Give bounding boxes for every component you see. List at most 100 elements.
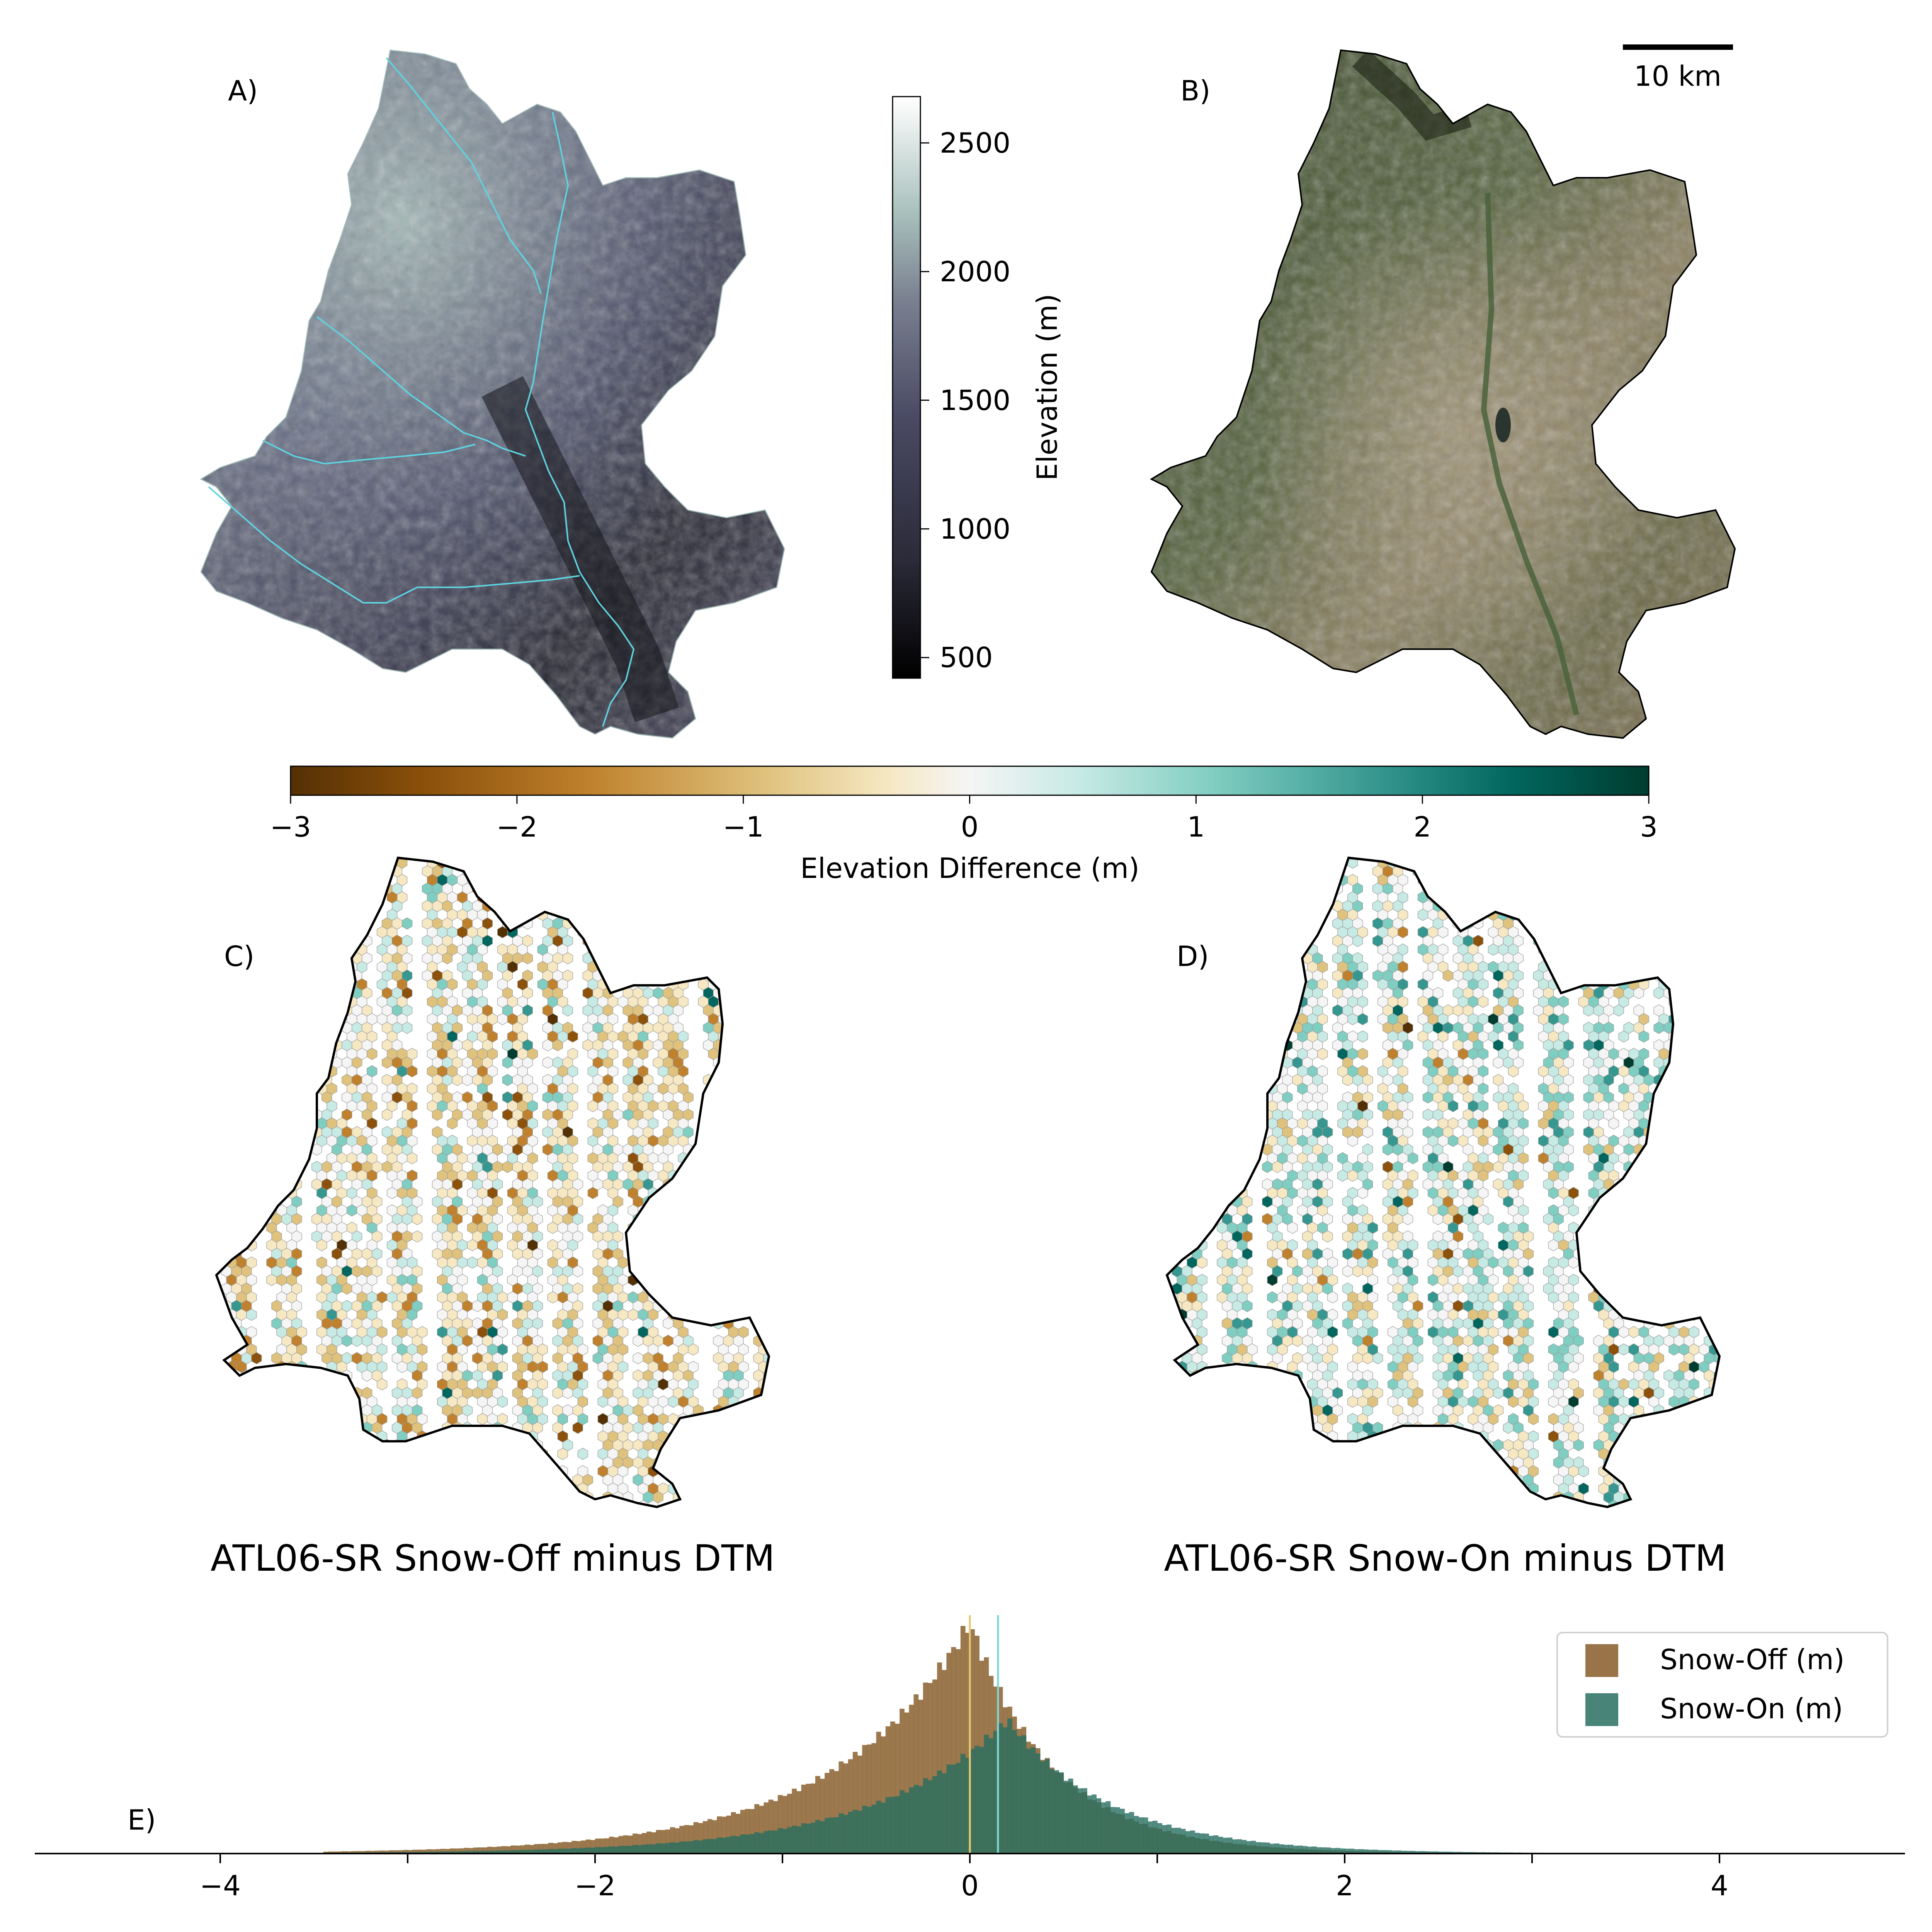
hexbin-cell bbox=[1222, 865, 1233, 878]
hexbin-cell bbox=[1658, 1152, 1669, 1165]
hexbin-cell bbox=[1272, 917, 1283, 930]
hexbin-cell bbox=[311, 1022, 322, 1034]
hexbin-cell bbox=[402, 1456, 413, 1469]
hexbin-cell bbox=[1653, 865, 1664, 878]
hexbin-cell bbox=[231, 1178, 242, 1190]
hexbin-cell bbox=[352, 900, 362, 912]
hexbin-cell bbox=[442, 952, 453, 964]
hexbin-cell bbox=[1187, 1187, 1197, 1199]
hexbin-cell bbox=[743, 1056, 754, 1069]
hexbin-cell bbox=[753, 858, 764, 860]
hexbin-cell bbox=[768, 1430, 769, 1443]
hexbin-cell bbox=[708, 1239, 719, 1252]
hexbin-cell bbox=[231, 1143, 242, 1156]
hexbin-cell bbox=[417, 1447, 428, 1460]
hexbin-cell bbox=[1227, 1100, 1238, 1112]
hexbin-cell bbox=[1548, 891, 1559, 904]
hexbin-cell bbox=[311, 900, 322, 912]
hexbin-cell bbox=[758, 1239, 769, 1252]
hexbin-cell bbox=[216, 969, 222, 982]
hexbin-cell bbox=[296, 1430, 307, 1443]
hexbin-cell bbox=[1663, 858, 1674, 860]
hexbin-cell bbox=[537, 874, 548, 886]
hexbin-cell bbox=[261, 1126, 272, 1138]
hexbin-cell bbox=[1673, 1248, 1684, 1260]
hexbin-cell bbox=[457, 1500, 468, 1507]
hexbin-cell bbox=[678, 1187, 689, 1199]
hexbin-cell bbox=[377, 1378, 388, 1391]
hexbin-cell bbox=[698, 908, 709, 921]
hexbin-cell bbox=[276, 1169, 287, 1182]
hexbin-cell bbox=[221, 1178, 232, 1190]
hexbin-cell bbox=[1432, 883, 1444, 895]
hexbin-cell bbox=[1292, 969, 1303, 982]
hexbin-cell bbox=[1714, 1196, 1719, 1208]
hexbin-cell bbox=[1668, 1065, 1679, 1078]
hexbin-cell bbox=[633, 969, 643, 982]
hexbin-cell bbox=[1222, 1161, 1233, 1173]
hexbin-cell bbox=[753, 1248, 764, 1260]
hexbin-cell bbox=[1177, 1117, 1187, 1130]
hexbin-cell bbox=[1704, 969, 1714, 982]
hexbin-cell bbox=[266, 1082, 277, 1095]
hexbin-cell bbox=[462, 1439, 473, 1451]
hexbin-cell bbox=[281, 1004, 292, 1017]
hexbin-cell bbox=[276, 1030, 287, 1043]
hexbin-cell bbox=[352, 917, 362, 930]
hexbin-cell bbox=[1172, 1074, 1182, 1086]
hexbin-cell bbox=[457, 858, 468, 869]
hexbin-cell bbox=[1177, 1239, 1187, 1252]
hexbin-cell bbox=[723, 1091, 734, 1104]
hexbin-cell bbox=[1272, 865, 1283, 878]
hexbin-cell bbox=[1618, 891, 1629, 904]
hexbin-cell bbox=[321, 1004, 332, 1017]
hexbin-cell bbox=[306, 926, 317, 939]
hexbin-cell bbox=[231, 1335, 242, 1347]
hexbin-cell bbox=[1222, 1126, 1233, 1138]
hexbin-cell bbox=[1538, 891, 1549, 904]
hexbin-cell bbox=[592, 883, 603, 895]
hexbin-cell bbox=[276, 1065, 287, 1078]
hexbin-cell bbox=[397, 1447, 408, 1460]
hexbin-cell bbox=[337, 858, 347, 869]
hexbin-cell bbox=[1222, 1178, 1233, 1190]
hexbin-cell bbox=[286, 1100, 297, 1112]
hexbin-cell bbox=[753, 987, 764, 999]
hexbin-cell bbox=[492, 865, 503, 878]
hexbin-cell bbox=[1689, 943, 1699, 956]
hexbin-cell bbox=[367, 1500, 378, 1507]
hexbin-cell bbox=[221, 865, 232, 878]
hexbin-cell bbox=[753, 1161, 764, 1173]
hexbin-cell bbox=[1167, 874, 1177, 886]
hexbin-cell bbox=[1699, 1065, 1709, 1078]
hexbin-cell bbox=[1694, 1039, 1704, 1051]
hexbin-cell bbox=[281, 1143, 292, 1156]
difference-tick-label: −2 bbox=[497, 811, 537, 843]
panel-c-hexbin-map bbox=[215, 856, 770, 1509]
hexbin-cell bbox=[407, 1152, 418, 1165]
hexbin-cell bbox=[713, 1248, 724, 1260]
hexbin-cell bbox=[221, 987, 232, 999]
hexbin-cell bbox=[1699, 1048, 1709, 1060]
hexbin-cell bbox=[1277, 1013, 1288, 1026]
hexbin-cell bbox=[246, 1378, 257, 1391]
hexbin-cell bbox=[1689, 1030, 1699, 1043]
hexbin-cell bbox=[231, 1456, 242, 1469]
hexbin-cell bbox=[723, 935, 734, 947]
hexbin-cell bbox=[668, 1447, 679, 1460]
hexbin-cell bbox=[753, 865, 764, 878]
hexbin-cell bbox=[708, 891, 719, 904]
hexbin-cell bbox=[321, 1491, 332, 1503]
hexbin-cell bbox=[1704, 1282, 1714, 1295]
hexbin-cell bbox=[638, 891, 648, 904]
hexbin-cell bbox=[1172, 917, 1182, 930]
hexbin-cell bbox=[718, 1204, 729, 1217]
hexbin-cell bbox=[357, 858, 367, 869]
hexbin-cell bbox=[1252, 935, 1263, 947]
hexbin-cell bbox=[1282, 1004, 1293, 1017]
hexbin-cell bbox=[1694, 865, 1704, 878]
hexbin-cell bbox=[733, 1248, 744, 1260]
hexbin-cell bbox=[246, 1395, 257, 1408]
hexbin-cell bbox=[1648, 891, 1659, 904]
